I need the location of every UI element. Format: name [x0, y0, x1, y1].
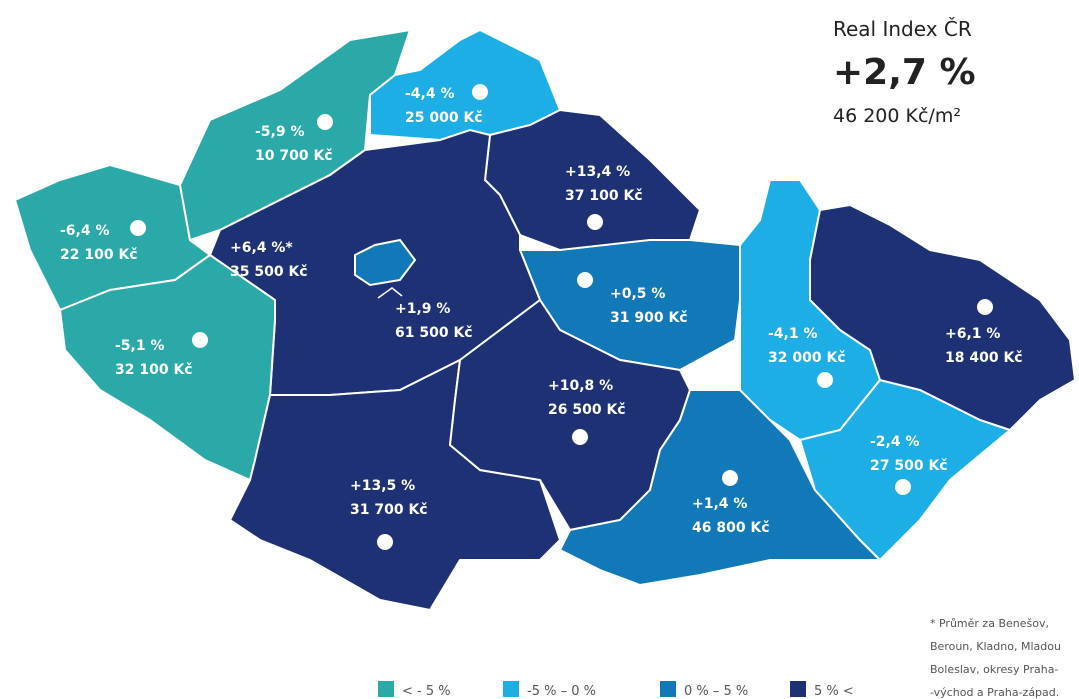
region-price: 61 500 Kč — [395, 325, 473, 341]
legend-label: 5 % < — [814, 684, 854, 699]
region-change: -2,4 % — [870, 434, 920, 450]
header-change: +2,7 % — [833, 52, 976, 93]
region-change: -5,1 % — [115, 338, 165, 354]
header-title: Real Index ČR — [833, 17, 972, 41]
region-change: +13,4 % — [565, 164, 630, 180]
region-price: 31 700 Kč — [350, 502, 428, 518]
praha-leader — [377, 287, 403, 299]
region-dot — [317, 114, 333, 130]
region-dot — [572, 429, 588, 445]
footnote-line: Beroun, Kladno, Mladou — [930, 640, 1061, 653]
footnote-line: -východ a Praha-západ. — [930, 686, 1059, 699]
region-change: -4,1 % — [768, 326, 818, 342]
legend-swatch — [378, 681, 394, 697]
region-change: +1,4 % — [692, 496, 747, 512]
legend-label: -5 % – 0 % — [527, 684, 596, 699]
legend-swatch — [660, 681, 676, 697]
legend-swatch — [790, 681, 806, 697]
legend-label: 0 % – 5 % — [684, 684, 748, 699]
region-price: 26 500 Kč — [548, 402, 626, 418]
header-price: 46 200 Kč/m² — [833, 105, 961, 127]
region-dot — [722, 470, 738, 486]
region-price: 46 800 Kč — [692, 520, 770, 536]
region-price: 27 500 Kč — [870, 458, 948, 474]
region-dot — [817, 372, 833, 388]
legend-swatch — [503, 681, 519, 697]
region-dot — [977, 299, 993, 315]
region-dot — [192, 332, 208, 348]
region-price: 32 000 Kč — [768, 350, 846, 366]
region-price: 22 100 Kč — [60, 247, 138, 263]
footnote-line: * Průměr za Benešov, — [930, 617, 1049, 630]
region-dot — [587, 214, 603, 230]
region-change: +0,5 % — [610, 286, 665, 302]
region — [809, 203, 1077, 432]
region — [369, 28, 562, 142]
region-change: -4,4 % — [405, 86, 455, 102]
region-change: -6,4 % — [60, 223, 110, 239]
region-price: 37 100 Kč — [565, 188, 643, 204]
region-change: -5,9 % — [255, 124, 305, 140]
region-change: +10,8 % — [548, 378, 613, 394]
region-price: 32 100 Kč — [115, 362, 193, 378]
region-price: 10 700 Kč — [255, 148, 333, 164]
region-price: 18 400 Kč — [945, 350, 1023, 366]
region-dot — [577, 272, 593, 288]
region-change: +6,1 % — [945, 326, 1000, 342]
region-price: 35 500 Kč — [230, 264, 308, 280]
region-change: +1,9 % — [395, 301, 450, 317]
footnote-line: Boleslav, okresy Praha- — [930, 663, 1058, 676]
region-dot — [377, 534, 393, 550]
region-price: 25 000 Kč — [405, 110, 483, 126]
region — [354, 238, 417, 287]
regions — [13, 28, 1077, 612]
region-price: 31 900 Kč — [610, 310, 688, 326]
region — [798, 378, 1013, 562]
region-dot — [130, 220, 146, 236]
region-change: +6,4 %* — [230, 240, 293, 256]
region-dot — [472, 84, 488, 100]
region-dot — [895, 479, 911, 495]
region-change: +13,5 % — [350, 478, 415, 494]
legend-label: < - 5 % — [402, 684, 451, 699]
